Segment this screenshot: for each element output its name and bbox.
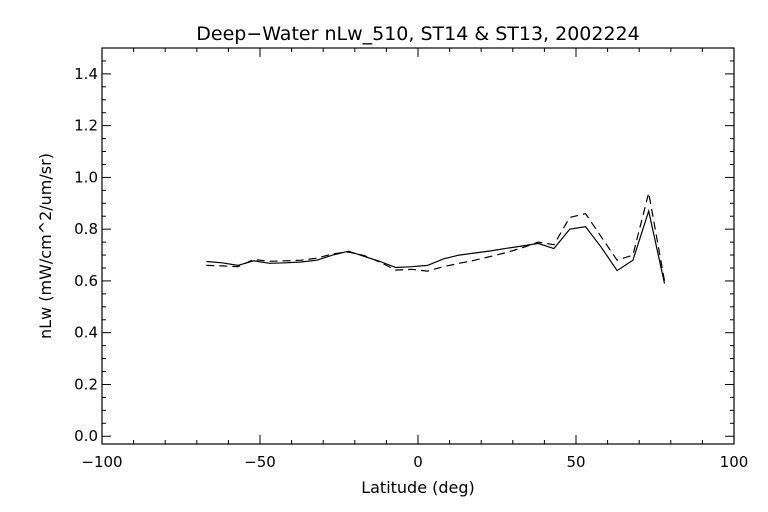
chart-title: Deep−Water nLw_510, ST14 & ST13, 2002224 xyxy=(196,23,640,45)
y-tick-label: 0.4 xyxy=(74,324,98,342)
x-tick-label: −100 xyxy=(81,453,122,471)
series-line-2 xyxy=(206,192,666,282)
y-axis-label: nLw (mW/cm^2/um/sr) xyxy=(36,153,55,339)
y-tick-label: 0.8 xyxy=(74,220,98,238)
x-tick-label: 50 xyxy=(566,453,585,471)
x-axis: −100 −50 0 50 100 xyxy=(81,48,748,471)
y-tick-label: 1.0 xyxy=(74,168,98,186)
x-tick-label: 100 xyxy=(720,453,749,471)
y-tick-label: 0.2 xyxy=(74,375,98,393)
y-tick-label: 0.0 xyxy=(74,427,98,445)
series-line-1 xyxy=(206,208,666,284)
y-tick-label: 1.4 xyxy=(74,65,98,83)
x-axis-label: Latitude (deg) xyxy=(361,478,475,497)
y-tick-label: 1.2 xyxy=(74,117,98,135)
series-group xyxy=(206,192,666,284)
x-tick-label: −50 xyxy=(244,453,276,471)
plot-frame xyxy=(101,47,735,445)
y-tick-label: 0.6 xyxy=(74,272,98,290)
x-tick-label: 0 xyxy=(413,453,423,471)
y-axis: 0.0 0.2 0.4 0.6 0.8 1.0 1.2 1.4 xyxy=(74,60,734,445)
